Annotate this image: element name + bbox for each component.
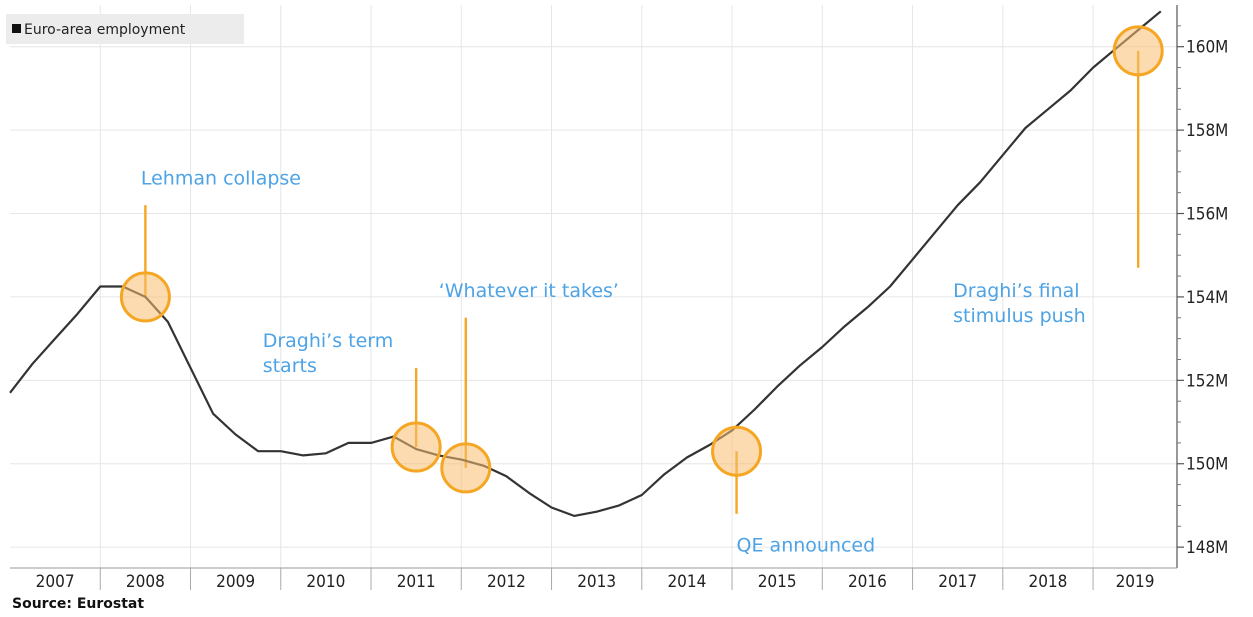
y-tick-label: 158M [1186, 121, 1228, 141]
y-tick-label: 148M [1186, 538, 1228, 558]
annotation-marker [119, 271, 171, 323]
x-tick-label: 2008 [126, 572, 165, 592]
annotation-label: Draghi’s final [953, 280, 1079, 302]
x-tick-label: 2011 [397, 572, 436, 592]
y-tick-label: 152M [1186, 371, 1228, 391]
annotation-markers [119, 25, 1164, 494]
y-tick-label: 156M [1186, 205, 1228, 225]
x-tick-label: 2010 [306, 572, 345, 592]
y-tick-label: 150M [1186, 455, 1228, 475]
annotation-label: starts [263, 355, 317, 377]
x-tick-label: 2018 [1028, 572, 1067, 592]
x-tick-label: 2016 [848, 572, 887, 592]
annotation-label: stimulus push [953, 305, 1085, 327]
annotation-marker [440, 442, 492, 494]
annotation-label: QE announced [737, 534, 876, 556]
series-line-euro-area-employment [9, 10, 1162, 517]
annotation-label: Lehman collapse [141, 167, 301, 189]
x-tick-label: 2014 [667, 572, 706, 592]
x-tick-label: 2007 [36, 572, 75, 592]
annotation-marker [390, 421, 442, 473]
annotation-marker [1112, 25, 1164, 77]
x-tick-label: 2017 [938, 572, 977, 592]
legend-box [6, 14, 244, 44]
y-tick-label: 160M [1186, 38, 1228, 58]
annotation-label: Draghi’s term [263, 330, 394, 352]
y-tick-label: 154M [1186, 288, 1228, 308]
grid [10, 5, 1177, 568]
x-axis: 2007 2008 2009 2010 2011 2012 2013 2014 2015 2016… [10, 567, 1177, 592]
x-tick-label: 2012 [487, 572, 526, 592]
source-note: Source: Eurostat [12, 596, 145, 612]
x-tick-label: 2013 [577, 572, 616, 592]
legend-label: Euro-area employment [24, 22, 186, 38]
x-tick-label: 2019 [1116, 572, 1155, 592]
annotation-marker [711, 425, 763, 477]
x-tick-label: 2009 [216, 572, 255, 592]
annotation-labels: Lehman collapse Draghi’s term starts ‘Whate… [141, 167, 1086, 556]
y-axis: 148M 150M 152M 154M 156M 158M 160M [1176, 5, 1228, 568]
legend: Euro-area employment [6, 14, 244, 44]
x-tick-label: 2015 [758, 572, 797, 592]
legend-swatch [12, 24, 21, 33]
annotation-label: ‘Whatever it takes’ [439, 280, 619, 302]
